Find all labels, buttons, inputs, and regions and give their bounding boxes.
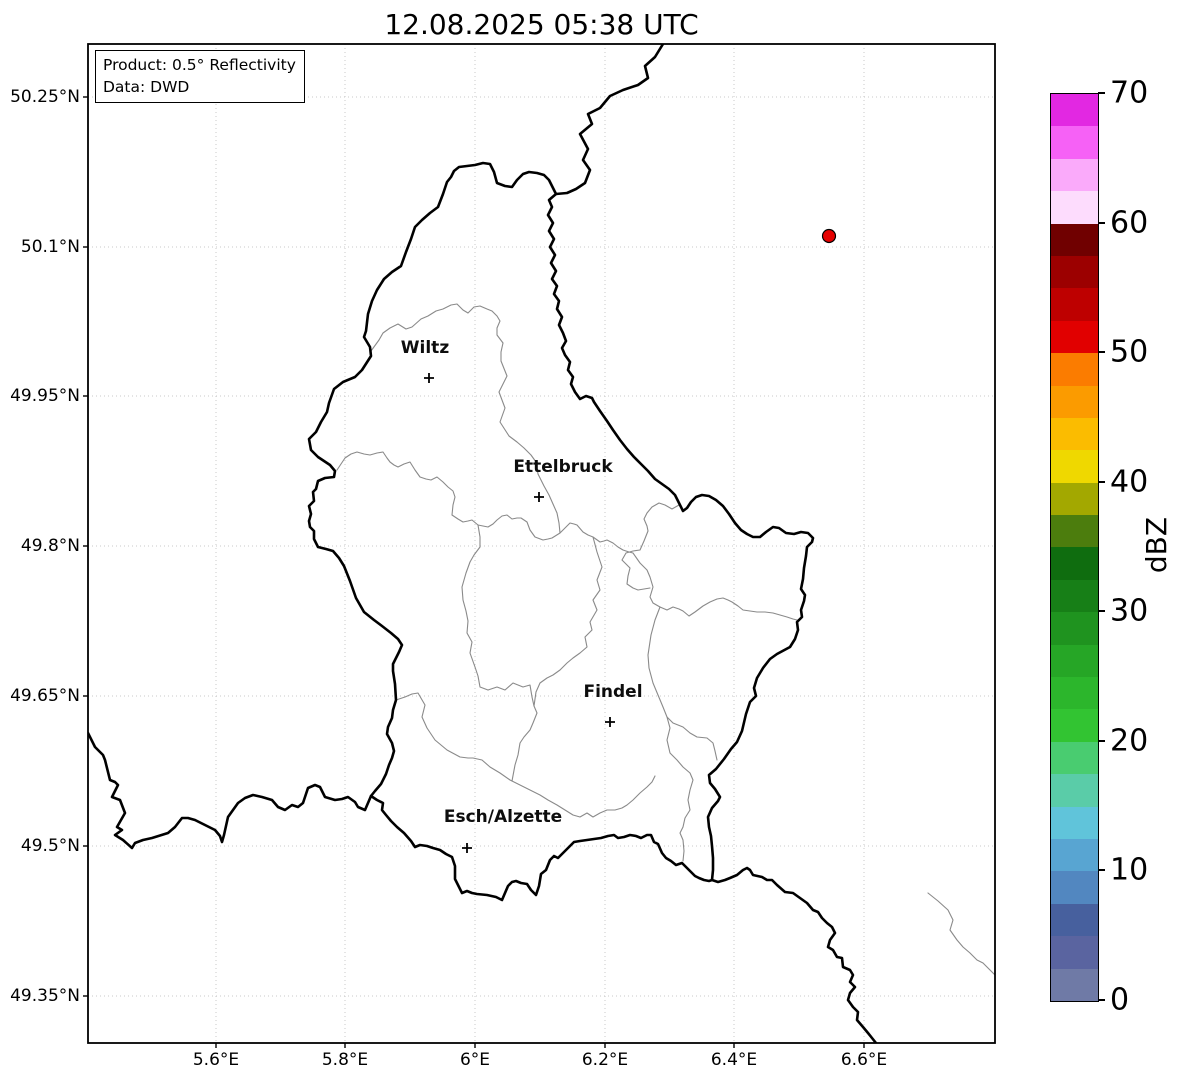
product-info-box: Product: 0.5° Reflectivity Data: DWD (95, 50, 305, 103)
country-border-path (554, 44, 665, 196)
product-info-line: Product: 0.5° Reflectivity (103, 56, 296, 74)
plot-title: 12.08.2025 05:38 UTC (384, 8, 699, 41)
colorbar-band (1051, 288, 1098, 321)
colorbar-tick-mark (1098, 351, 1105, 354)
y-axis-tick-label: 50.1°N (20, 237, 80, 257)
colorbar-band (1051, 385, 1098, 418)
colorbar-band (1051, 903, 1098, 937)
y-axis-tick-label: 49.65°N (10, 686, 80, 706)
colorbar-band (1051, 838, 1098, 872)
country-border-path (88, 731, 373, 850)
y-axis-tick-label: 49.95°N (10, 386, 80, 406)
colorbar-tick-mark (1098, 92, 1105, 94)
colorbar-band (1051, 579, 1098, 613)
colorbar-band (1051, 320, 1098, 354)
colorbar-tick-mark (1098, 739, 1105, 742)
colorbar-band (1051, 644, 1098, 678)
city-label: Wiltz (400, 338, 450, 358)
city-marker (462, 843, 472, 853)
colorbar-band (1051, 94, 1098, 127)
country-border-path (307, 161, 815, 902)
city-label: Findel (583, 682, 643, 702)
x-axis-tick-label: 6.4°E (710, 1050, 758, 1070)
district-border-path (647, 606, 694, 862)
district-border-path (395, 692, 656, 818)
colorbar-tick-label: 20 (1110, 723, 1149, 759)
colorbar-band (1051, 255, 1098, 289)
city-marker (605, 717, 615, 727)
colorbar-band (1051, 353, 1098, 386)
y-axis-tick-label: 50.25°N (10, 87, 80, 107)
colorbar-band (1051, 191, 1098, 224)
city-marker (534, 492, 544, 502)
district-border-path (621, 502, 680, 591)
colorbar-tick-mark (1098, 480, 1105, 483)
radar-echo-dot (821, 228, 837, 244)
country-border-path (710, 866, 878, 1043)
colorbar-band (1051, 612, 1098, 645)
x-axis-tick-label: 5.6°E (192, 1050, 240, 1070)
district-border-path (451, 514, 798, 621)
colorbar-band (1051, 450, 1098, 483)
district-border-path (666, 716, 718, 761)
colorbar-band (1051, 774, 1098, 807)
district-border-path (511, 705, 538, 782)
colorbar-band (1051, 482, 1098, 516)
district-border-path (927, 892, 995, 976)
colorbar-band (1051, 936, 1098, 969)
colorbar-unit-label: dBZ (1140, 516, 1173, 574)
colorbar-band (1051, 515, 1098, 548)
colorbar-band (1051, 223, 1098, 256)
district-border-path (370, 303, 504, 352)
colorbar-band (1051, 806, 1098, 839)
x-axis-tick-label: 6.2°E (581, 1050, 629, 1070)
y-axis-tick-label: 49.5°N (20, 836, 80, 856)
colorbar (1050, 93, 1099, 1002)
colorbar-tick-mark (1098, 869, 1105, 872)
colorbar-tick-mark (1098, 221, 1105, 224)
colorbar-tick-label: 70 (1110, 75, 1149, 111)
city-marker (424, 373, 434, 383)
colorbar-tick-label: 30 (1110, 593, 1149, 629)
district-border-path (461, 524, 489, 691)
city-label: Esch/Alzette (443, 807, 563, 827)
colorbar-band (1051, 417, 1098, 451)
district-border-path (336, 451, 456, 516)
district-border-path (533, 536, 603, 707)
colorbar-band (1051, 968, 1098, 1001)
colorbar-band (1051, 158, 1098, 192)
colorbar-tick-mark (1098, 610, 1105, 613)
colorbar-band (1051, 677, 1098, 710)
y-axis-tick-label: 49.35°N (10, 986, 80, 1006)
district-border-path (498, 342, 561, 534)
colorbar-band (1051, 871, 1098, 904)
x-axis-tick-label: 6°E (459, 1050, 491, 1070)
x-axis-tick-label: 6.6°E (840, 1050, 888, 1070)
colorbar-band (1051, 547, 1098, 580)
colorbar-band (1051, 709, 1098, 742)
city-label: Ettelbruck (513, 457, 613, 477)
colorbar-tick-label: 0 (1110, 982, 1130, 1018)
x-axis-tick-label: 5.8°E (321, 1050, 369, 1070)
data-source-line: Data: DWD (103, 78, 190, 96)
colorbar-tick-label: 10 (1110, 852, 1149, 888)
district-border-path (487, 682, 535, 707)
colorbar-band (1051, 741, 1098, 775)
colorbar-tick-label: 40 (1110, 464, 1149, 500)
colorbar-tick-label: 60 (1110, 205, 1149, 241)
colorbar-tick-label: 50 (1110, 334, 1149, 370)
colorbar-band (1051, 126, 1098, 159)
axes-frame (87, 43, 996, 1044)
y-axis-tick-label: 49.8°N (20, 536, 80, 556)
colorbar-tick-mark (1098, 999, 1105, 1001)
